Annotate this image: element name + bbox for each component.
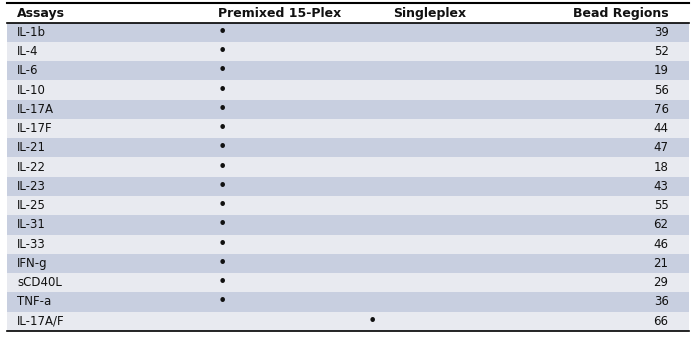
- Text: 43: 43: [654, 180, 669, 193]
- Text: 56: 56: [654, 84, 669, 97]
- Bar: [7, 61, 689, 81]
- Bar: [7, 177, 689, 196]
- Text: 18: 18: [654, 160, 669, 174]
- Text: 55: 55: [654, 199, 669, 212]
- Text: Bead Regions: Bead Regions: [573, 6, 669, 19]
- Text: 46: 46: [654, 238, 669, 251]
- Text: IL-6: IL-6: [17, 64, 39, 77]
- Bar: [7, 157, 689, 177]
- Bar: [7, 311, 689, 331]
- Bar: [7, 138, 689, 157]
- Bar: [7, 254, 689, 273]
- Text: •: •: [367, 314, 377, 329]
- Text: IL-17A/F: IL-17A/F: [17, 315, 65, 328]
- Bar: [7, 81, 689, 100]
- Text: •: •: [217, 217, 226, 233]
- Text: •: •: [217, 83, 226, 98]
- Bar: [7, 119, 689, 138]
- Text: IL-17F: IL-17F: [17, 122, 53, 135]
- Bar: [7, 292, 689, 311]
- Text: IFN-g: IFN-g: [17, 257, 48, 270]
- Text: Premixed 15-Plex: Premixed 15-Plex: [218, 6, 342, 19]
- Bar: [7, 215, 689, 235]
- Text: IL-17A: IL-17A: [17, 103, 54, 116]
- Text: •: •: [217, 140, 226, 155]
- Bar: [7, 42, 689, 61]
- Text: •: •: [217, 237, 226, 252]
- Text: 36: 36: [654, 295, 669, 308]
- Text: 66: 66: [654, 315, 669, 328]
- Bar: [7, 273, 689, 292]
- Text: IL-23: IL-23: [17, 180, 46, 193]
- Bar: [7, 23, 689, 42]
- Text: IL-1b: IL-1b: [17, 26, 46, 39]
- Text: 19: 19: [654, 64, 669, 77]
- Text: 52: 52: [654, 45, 669, 58]
- Text: •: •: [217, 256, 226, 271]
- Text: sCD40L: sCD40L: [17, 276, 62, 289]
- Text: 44: 44: [654, 122, 669, 135]
- Text: 47: 47: [654, 141, 669, 154]
- Text: Assays: Assays: [17, 6, 65, 19]
- Text: •: •: [217, 198, 226, 213]
- Bar: [7, 235, 689, 254]
- Text: •: •: [217, 294, 226, 309]
- Text: •: •: [217, 179, 226, 194]
- Text: Singleplex: Singleplex: [393, 6, 466, 19]
- Text: 21: 21: [654, 257, 669, 270]
- Bar: [7, 196, 689, 215]
- Text: •: •: [217, 25, 226, 40]
- Text: IL-4: IL-4: [17, 45, 39, 58]
- Text: 39: 39: [654, 26, 669, 39]
- Text: IL-25: IL-25: [17, 199, 46, 212]
- Text: •: •: [217, 63, 226, 78]
- Text: TNF-a: TNF-a: [17, 295, 52, 308]
- Text: •: •: [217, 275, 226, 290]
- Text: 76: 76: [654, 103, 669, 116]
- Text: IL-22: IL-22: [17, 160, 46, 174]
- Bar: [7, 100, 689, 119]
- Text: 62: 62: [654, 218, 669, 232]
- Bar: [7, 3, 689, 23]
- Text: IL-33: IL-33: [17, 238, 46, 251]
- Text: •: •: [217, 44, 226, 59]
- Text: •: •: [217, 121, 226, 136]
- Text: IL-10: IL-10: [17, 84, 46, 97]
- Text: 29: 29: [654, 276, 669, 289]
- Text: IL-31: IL-31: [17, 218, 46, 232]
- Text: IL-21: IL-21: [17, 141, 46, 154]
- Text: •: •: [217, 102, 226, 117]
- Text: •: •: [217, 159, 226, 175]
